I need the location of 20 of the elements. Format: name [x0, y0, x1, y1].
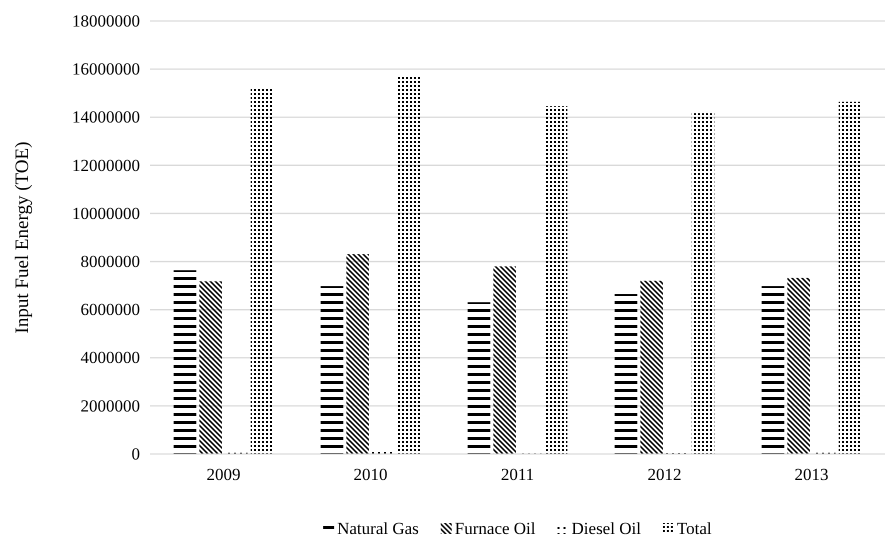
- legend-label: Natural Gas: [337, 519, 419, 538]
- y-tick-label: 6000000: [80, 300, 140, 320]
- y-tick-label: 18000000: [72, 11, 140, 30]
- y-tick-label: 16000000: [72, 60, 140, 79]
- legend-label: Total: [676, 519, 712, 538]
- legend-label: Furnace Oil: [454, 519, 536, 538]
- x-tick-label: 2011: [500, 465, 534, 484]
- y-tick-label: 4000000: [80, 348, 140, 368]
- y-axis-title: Input Fuel Energy (TOE): [12, 142, 33, 334]
- x-tick-label: 2013: [794, 465, 828, 484]
- x-tick-label: 2009: [206, 465, 240, 484]
- x-tick-label: 2012: [648, 465, 682, 484]
- y-tick-label: 14000000: [72, 108, 140, 127]
- y-tick-label: 12000000: [72, 156, 140, 175]
- legend-label: Diesel Oil: [572, 519, 642, 538]
- y-tick-label: 2000000: [80, 396, 140, 416]
- y-tick-label: 10000000: [72, 204, 140, 223]
- y-tick-label: 0: [132, 444, 140, 464]
- x-tick-label: 2010: [354, 465, 388, 484]
- y-tick-label: 8000000: [80, 252, 140, 271]
